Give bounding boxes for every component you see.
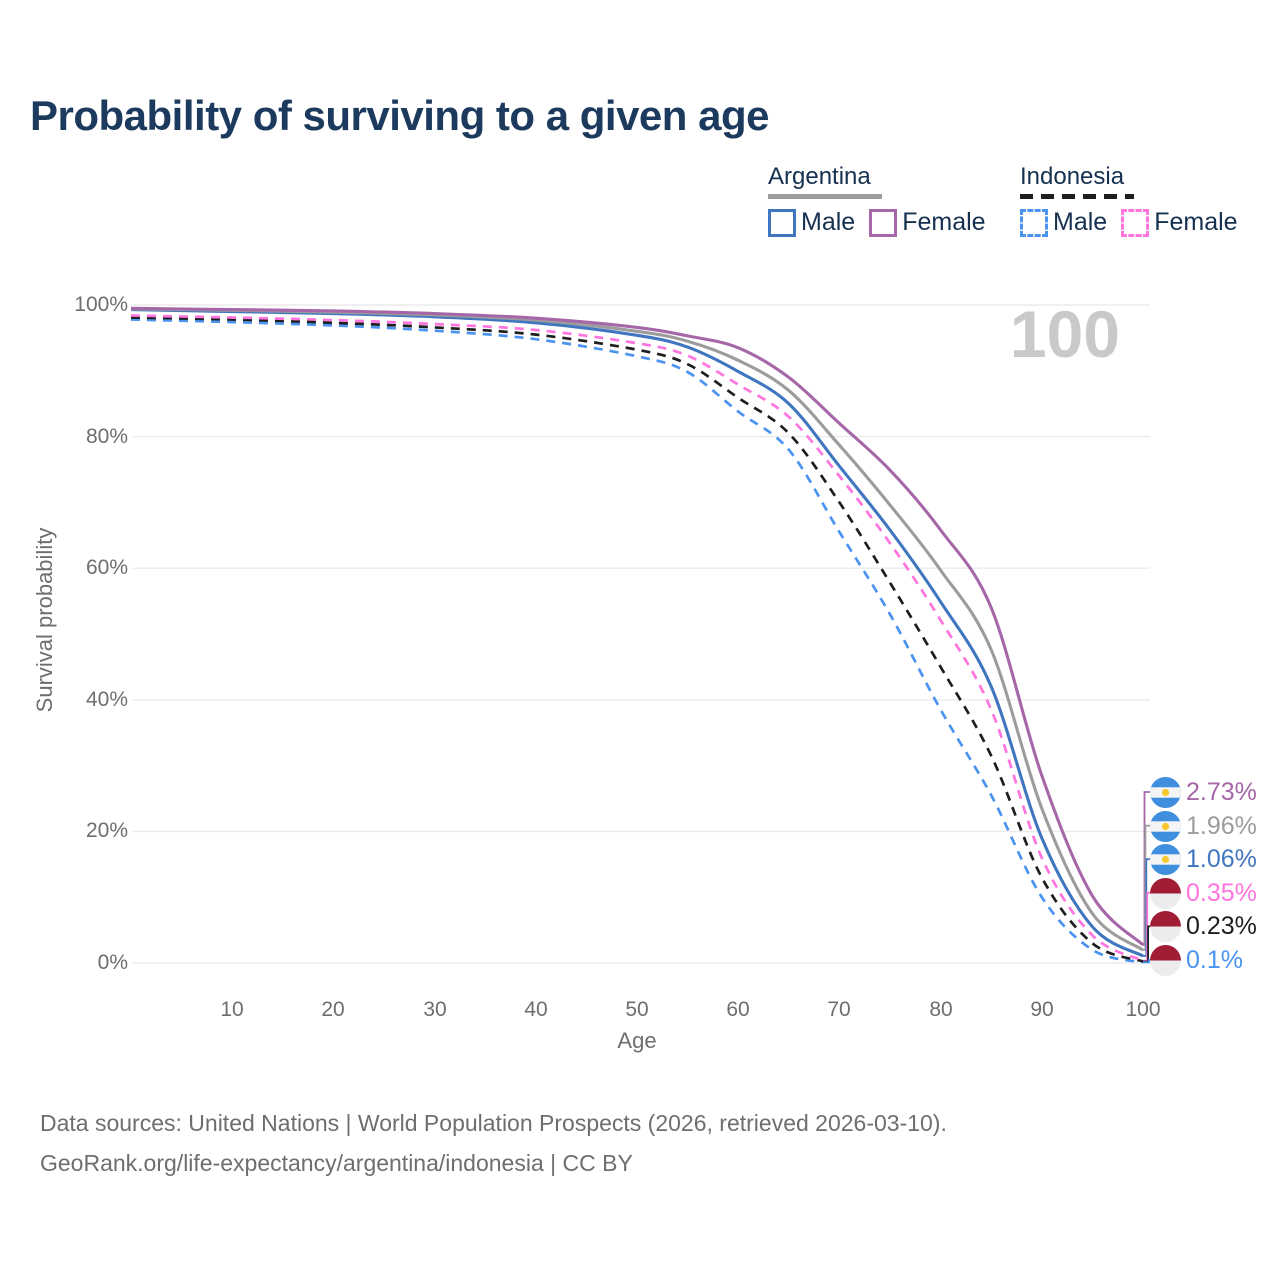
- y-tick-label: 0%: [97, 951, 128, 974]
- x-tick-label: 10: [220, 998, 244, 1021]
- legend-item-indonesia-male[interactable]: Male: [1020, 208, 1107, 237]
- end-label-indonesia-total: 0.23%: [1150, 910, 1257, 942]
- georank-attribution: GeoRank.org/life-expectancy/argentina/in…: [40, 1150, 633, 1176]
- legend-group-argentina: Argentina Male Female: [768, 163, 986, 237]
- argentina-female-swatch-icon[interactable]: [869, 208, 898, 237]
- legend-item-label: Female: [902, 208, 986, 236]
- x-tick-label: 100: [1125, 998, 1161, 1021]
- x-tick-label: 80: [929, 998, 953, 1021]
- age-watermark: 100: [1009, 297, 1120, 371]
- legend-item-argentina-male[interactable]: Male: [768, 208, 855, 237]
- legend-indonesia-underline: [1020, 194, 1134, 199]
- end-value: 0.35%: [1186, 878, 1257, 907]
- argentina-flag-icon: [1150, 777, 1181, 808]
- legend-group-indonesia: Indonesia Male Female: [1020, 163, 1238, 237]
- legend-argentina-underline: [768, 194, 882, 199]
- legend-indonesia-label: Indonesia: [1020, 163, 1125, 190]
- argentina-flag-icon: [1150, 811, 1181, 842]
- x-tick-label: 70: [827, 998, 851, 1021]
- end-value: 2.73%: [1186, 777, 1257, 806]
- end-label-argentina-total: 1.96%: [1150, 810, 1257, 842]
- end-value: 1.06%: [1186, 844, 1257, 873]
- x-axis-title: Age: [617, 1028, 657, 1053]
- legend-item-label: Male: [801, 208, 856, 236]
- end-label-argentina-male: 1.06%: [1150, 843, 1257, 875]
- y-tick-label: 80%: [85, 425, 128, 448]
- y-tick-label: 40%: [85, 688, 128, 711]
- page-title: Probability of surviving to a given age: [30, 92, 769, 139]
- indonesia-flag-icon: [1150, 911, 1181, 942]
- end-value: 0.1%: [1186, 945, 1243, 974]
- data-sources-note: Data sources: United Nations | World Pop…: [40, 1110, 947, 1136]
- x-tick-label: 60: [726, 998, 750, 1021]
- end-label-indonesia-male: 0.1%: [1150, 944, 1243, 976]
- argentina-flag-icon: [1150, 844, 1181, 875]
- indonesia-flag-icon: [1150, 878, 1181, 909]
- y-tick-label: 20%: [85, 819, 128, 842]
- legend-item-indonesia-female[interactable]: Female: [1121, 208, 1238, 237]
- argentina-male-swatch-icon[interactable]: [768, 208, 796, 237]
- y-axis-title: Survival probability: [32, 527, 57, 713]
- x-tick-label: 50: [625, 998, 649, 1021]
- x-tick-label: 90: [1030, 998, 1054, 1021]
- legend-argentina-label: Argentina: [768, 163, 871, 190]
- x-tick-label: 30: [423, 998, 447, 1021]
- indonesia-flag-icon: [1150, 945, 1181, 976]
- indonesia-male-swatch-icon[interactable]: [1020, 208, 1048, 237]
- end-label-indonesia-female: 0.35%: [1150, 877, 1257, 909]
- x-tick-label: 40: [524, 998, 548, 1021]
- y-tick-label: 60%: [85, 556, 128, 579]
- end-value: 0.23%: [1186, 911, 1257, 940]
- indonesia-female-swatch-icon[interactable]: [1121, 208, 1150, 237]
- legend-item-label: Male: [1053, 208, 1108, 236]
- end-value: 1.96%: [1186, 811, 1257, 840]
- legend-item-argentina-female[interactable]: Female: [869, 208, 986, 237]
- y-tick-label: 100%: [74, 293, 128, 316]
- x-tick-label: 20: [321, 998, 345, 1021]
- legend-item-label: Female: [1154, 208, 1238, 236]
- end-label-argentina-female: 2.73%: [1150, 776, 1257, 808]
